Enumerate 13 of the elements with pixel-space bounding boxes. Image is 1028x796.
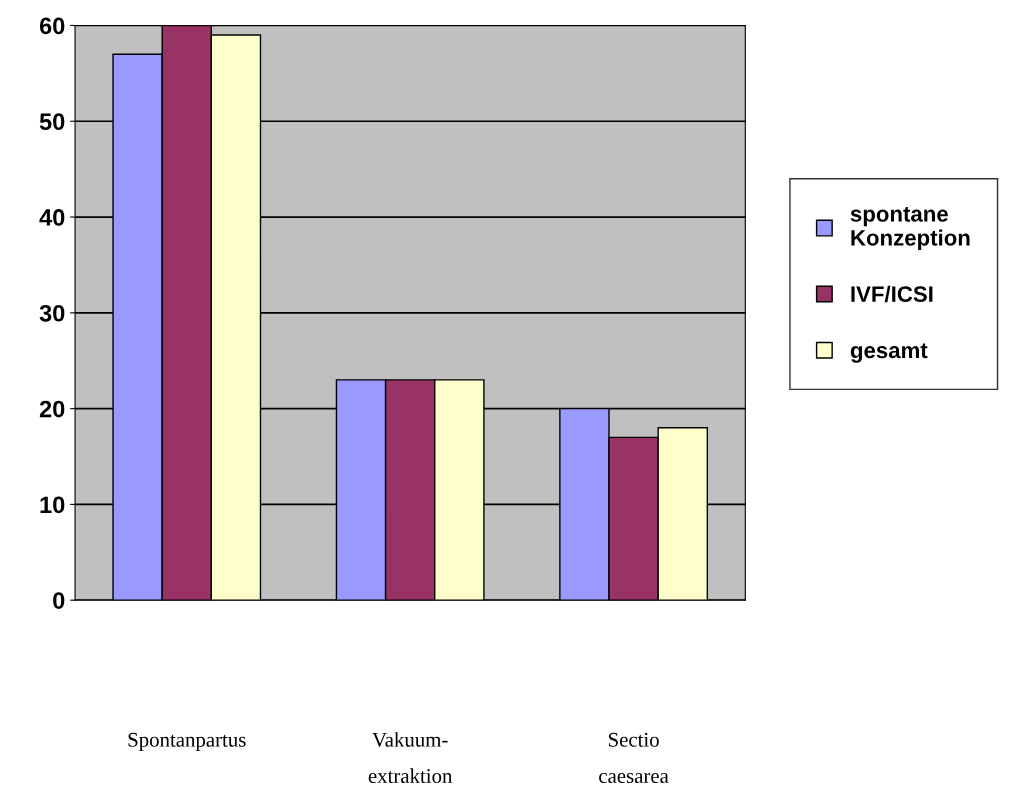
y-tick-label: 40	[39, 209, 65, 226]
y-tick-label: 10	[40, 496, 65, 514]
y-tick-label: 0	[53, 592, 65, 609]
x-tick-label: Spontanpartus	[128, 732, 246, 752]
legend-label: spontane Konzeption	[850, 207, 970, 251]
x-tick-label: Vakuum- extraktion	[368, 732, 453, 784]
category-label: Sectio caesarea	[599, 732, 669, 784]
y-tick-label: 30	[39, 304, 65, 322]
y-tick-label: 50	[39, 113, 65, 131]
legend-label: IVF/ICSI	[851, 285, 933, 303]
y-tick-label: 20	[39, 400, 65, 418]
legend-label: gesamt	[850, 343, 928, 363]
y-tick-label: 60	[39, 17, 65, 35]
